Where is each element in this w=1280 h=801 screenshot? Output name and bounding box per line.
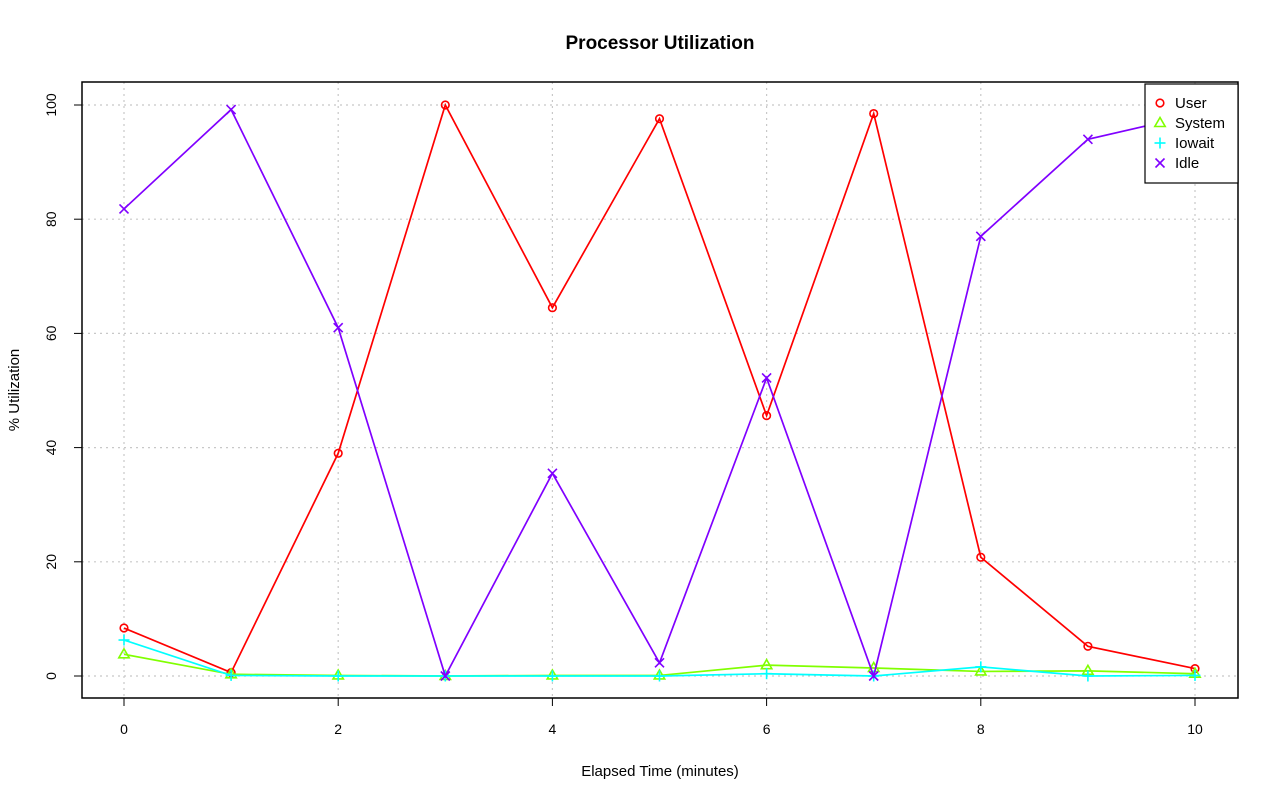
x-axis-label: Elapsed Time (minutes) (581, 763, 739, 780)
x-tick-label: 10 (1187, 721, 1203, 737)
x-tick-label: 6 (763, 721, 771, 737)
chart-title: Processor Utilization (566, 33, 755, 54)
y-tick-label: 40 (43, 440, 59, 456)
x-tick-label: 2 (334, 721, 342, 737)
y-tick-label: 100 (43, 93, 59, 117)
y-tick-label: 60 (43, 325, 59, 341)
x-tick-label: 0 (120, 721, 128, 737)
legend: User System Iowait Idle (1145, 84, 1238, 183)
y-tick-label: 20 (43, 554, 59, 570)
x-tick-label: 4 (549, 721, 557, 737)
y-tick-label: 0 (43, 672, 59, 680)
legend-label-iowait: Iowait (1175, 135, 1215, 152)
y-axis-label: % Utilization (6, 349, 23, 432)
legend-label-idle: Idle (1175, 155, 1199, 172)
legend-label-system: System (1175, 115, 1225, 132)
y-tick-label: 80 (43, 211, 59, 227)
x-tick-label: 8 (977, 721, 985, 737)
legend-label-user: User (1175, 95, 1207, 112)
